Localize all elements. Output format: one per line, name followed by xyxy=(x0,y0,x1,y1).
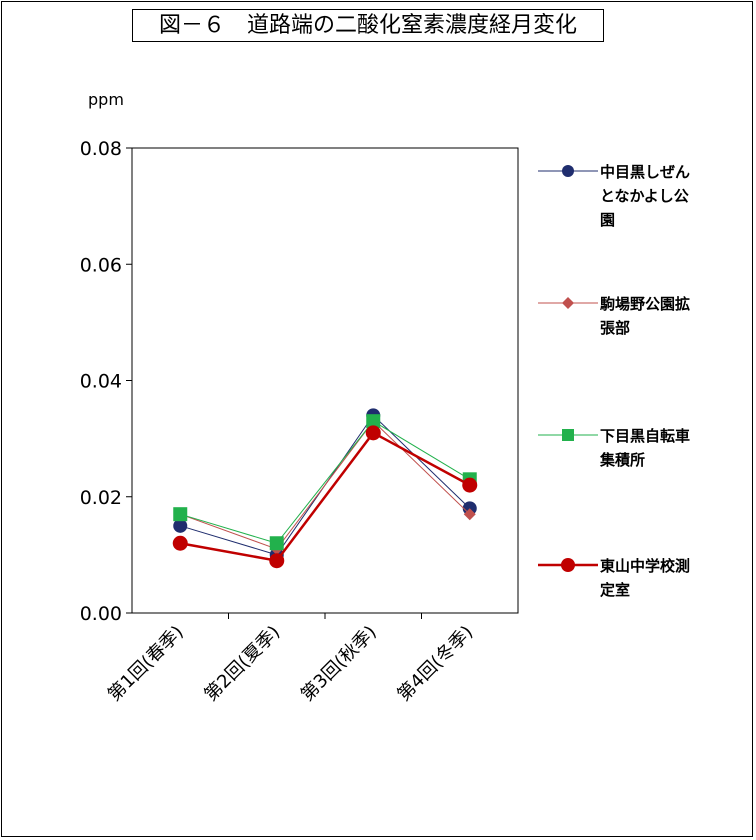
legend-label-shimomeguro: 下目黒自転車 集積所 xyxy=(600,427,691,469)
legend-symbol-green-square xyxy=(538,429,598,441)
series-2 xyxy=(173,414,477,551)
legend-label-nakameguro: 中目黒しぜん となかよし公 園 xyxy=(600,163,691,229)
data-point xyxy=(269,553,285,569)
y-tick-label: 0.02 xyxy=(80,487,122,509)
series-line xyxy=(180,420,471,544)
chart-title: 図－６ 道路端の二酸化窒素濃度経月変化 xyxy=(132,9,604,42)
data-point xyxy=(365,425,381,441)
data-point xyxy=(269,536,284,551)
legend-label-higashiyama: 東山中学校測 定室 xyxy=(600,557,691,599)
x-tick-label: 第2回(夏季) xyxy=(200,622,284,706)
data-point xyxy=(463,508,476,521)
y-axis-unit-label: ppm xyxy=(88,90,124,109)
x-tick-label: 第4回(冬季) xyxy=(393,622,477,706)
plot-border xyxy=(131,147,519,614)
data-point xyxy=(366,414,381,429)
series-line xyxy=(180,431,471,563)
data-point xyxy=(462,477,478,493)
y-tick-label: 0.06 xyxy=(80,254,122,276)
x-tick-label: 第1回(春季) xyxy=(104,622,188,706)
data-point xyxy=(172,535,188,551)
series-1 xyxy=(174,415,476,556)
legend-symbol-darkred-circle xyxy=(538,558,598,572)
legend-label-komabano: 駒場野公園拡 張部 xyxy=(600,295,691,337)
series-line xyxy=(180,420,471,550)
x-tick-label: 第3回(秋季) xyxy=(297,622,381,706)
legend-symbol-navy-circle xyxy=(538,165,598,177)
y-tick-label: 0.08 xyxy=(80,138,122,160)
series-3 xyxy=(172,425,478,569)
data-point xyxy=(173,507,188,522)
legend-symbol-red-diamond xyxy=(538,297,598,309)
y-tick-label: 0.04 xyxy=(80,371,122,393)
data-point xyxy=(173,518,188,533)
y-tick-label: 0.00 xyxy=(80,603,122,625)
